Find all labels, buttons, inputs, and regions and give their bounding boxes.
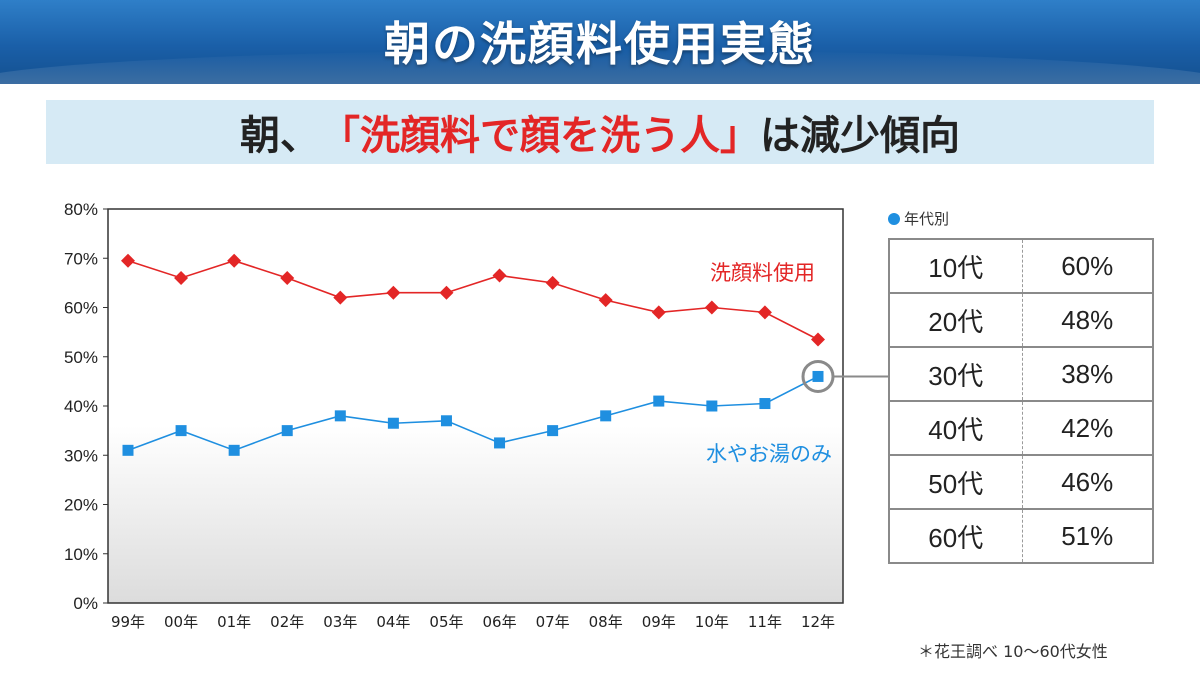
- x-tick-label: 07年: [536, 613, 570, 631]
- table-row: 20代 48%: [889, 293, 1153, 348]
- x-tick-label: 99年: [111, 613, 145, 631]
- data-point-square: [387, 417, 399, 429]
- footnote: ＊花王調べ 10〜60代女性: [918, 642, 1108, 661]
- value-cell: 60%: [1022, 239, 1153, 294]
- value-cell: 51%: [1061, 520, 1114, 551]
- series-label: 水やお湯のみ: [706, 442, 832, 466]
- data-point-diamond: [386, 285, 401, 300]
- data-point-square: [281, 425, 293, 437]
- data-point-square: [706, 400, 718, 412]
- age-table-title-text: 年代別: [904, 210, 950, 228]
- data-point-square: [228, 444, 240, 456]
- x-tick-label: 09年: [642, 613, 676, 631]
- x-tick-label: 01年: [217, 613, 251, 631]
- age-cell: 30代: [889, 347, 1023, 402]
- y-tick-label: 30%: [64, 446, 98, 465]
- data-point-diamond: [545, 275, 560, 290]
- table-row: 30代 38%: [889, 347, 1153, 402]
- x-tick-label: 05年: [429, 613, 463, 631]
- age-cell: 20代: [889, 293, 1023, 348]
- data-point-diamond: [280, 270, 295, 285]
- y-tick-label: 60%: [64, 299, 98, 318]
- value-cell: 38%: [1022, 347, 1153, 402]
- data-point-square: [494, 437, 506, 449]
- series-line: [127, 375, 819, 452]
- data-point-diamond: [439, 285, 454, 300]
- age-table: 10代 60% 20代 48% 30代 38% 40代 42% 50代 46% 60代 51…: [888, 238, 1154, 564]
- value-cell: 48%: [1022, 293, 1153, 348]
- y-tick-label: 20%: [64, 496, 98, 515]
- subtitle-prefix: 朝、: [240, 113, 320, 159]
- value-cell: 42%: [1022, 401, 1153, 456]
- data-point-square: [334, 410, 346, 422]
- data-point-diamond: [174, 270, 189, 285]
- data-point-diamond: [704, 300, 719, 315]
- series-line: [127, 259, 819, 341]
- data-point-square: [175, 425, 187, 437]
- y-tick-label: 70%: [64, 249, 98, 268]
- series-label: 洗顔料使用: [710, 261, 815, 285]
- age-table-title: 年代別: [888, 208, 949, 229]
- y-tick-label: 40%: [64, 397, 98, 416]
- data-point-square: [653, 395, 665, 407]
- header-band: 朝の洗顔料使用実態: [0, 0, 1200, 84]
- subtitle-suffix: は減少傾向: [760, 113, 960, 159]
- table-row: 10代 60%: [889, 239, 1153, 294]
- value-cell: 46%: [1022, 455, 1153, 510]
- data-point-square: [759, 398, 771, 410]
- x-tick-label: 12年: [801, 613, 835, 631]
- data-point-square: [547, 425, 559, 437]
- data-point-square: [440, 415, 452, 427]
- data-point-diamond: [121, 253, 135, 268]
- legend-dot-icon: [888, 212, 900, 225]
- x-tick-label: 08年: [589, 613, 623, 631]
- table-row: 50代 46%: [889, 455, 1153, 510]
- x-tick-label: 06年: [482, 613, 516, 631]
- data-point-diamond: [651, 305, 666, 320]
- page-title: 朝の洗顔料使用実態: [384, 17, 816, 71]
- table-row: 60代 51%: [889, 509, 1153, 563]
- y-tick-label: 50%: [64, 348, 98, 367]
- x-tick-label: 03年: [323, 613, 357, 631]
- x-tick-label: 02年: [270, 613, 304, 631]
- age-cell: 10代: [889, 239, 1023, 294]
- line-chart: 0% 10% 20% 30% 40% 50% 60% 70% 80% 99年 00年 01年 02年 0…: [64, 200, 890, 631]
- age-cell: 50代: [889, 455, 1023, 510]
- x-tick-label: 10年: [695, 613, 729, 631]
- subtitle-highlight: 「洗顔料で顔を洗う人」: [320, 113, 760, 159]
- x-tick-label: 00年: [164, 613, 198, 631]
- y-tick-label: 0%: [73, 594, 98, 613]
- age-cell: 60代: [889, 509, 1023, 563]
- data-point-square: [122, 444, 134, 456]
- data-point-square: [600, 410, 612, 422]
- data-point-diamond: [492, 268, 507, 283]
- x-tick-label: 04年: [376, 613, 410, 631]
- y-tick-label: 10%: [64, 545, 98, 564]
- y-tick-label: 80%: [64, 200, 98, 219]
- data-point-diamond: [227, 253, 242, 268]
- table-row: 40代 42%: [889, 401, 1153, 456]
- x-tick-label: 11年: [748, 613, 782, 631]
- data-point-diamond: [811, 332, 825, 347]
- age-cell: 40代: [889, 401, 1023, 456]
- data-point-diamond: [757, 305, 772, 320]
- data-point-diamond: [598, 293, 613, 308]
- data-point-diamond: [333, 290, 348, 305]
- data-point-square: [812, 370, 824, 382]
- subtitle-box: 朝、 「洗顔料で顔を洗う人」 は減少傾向: [46, 100, 1154, 164]
